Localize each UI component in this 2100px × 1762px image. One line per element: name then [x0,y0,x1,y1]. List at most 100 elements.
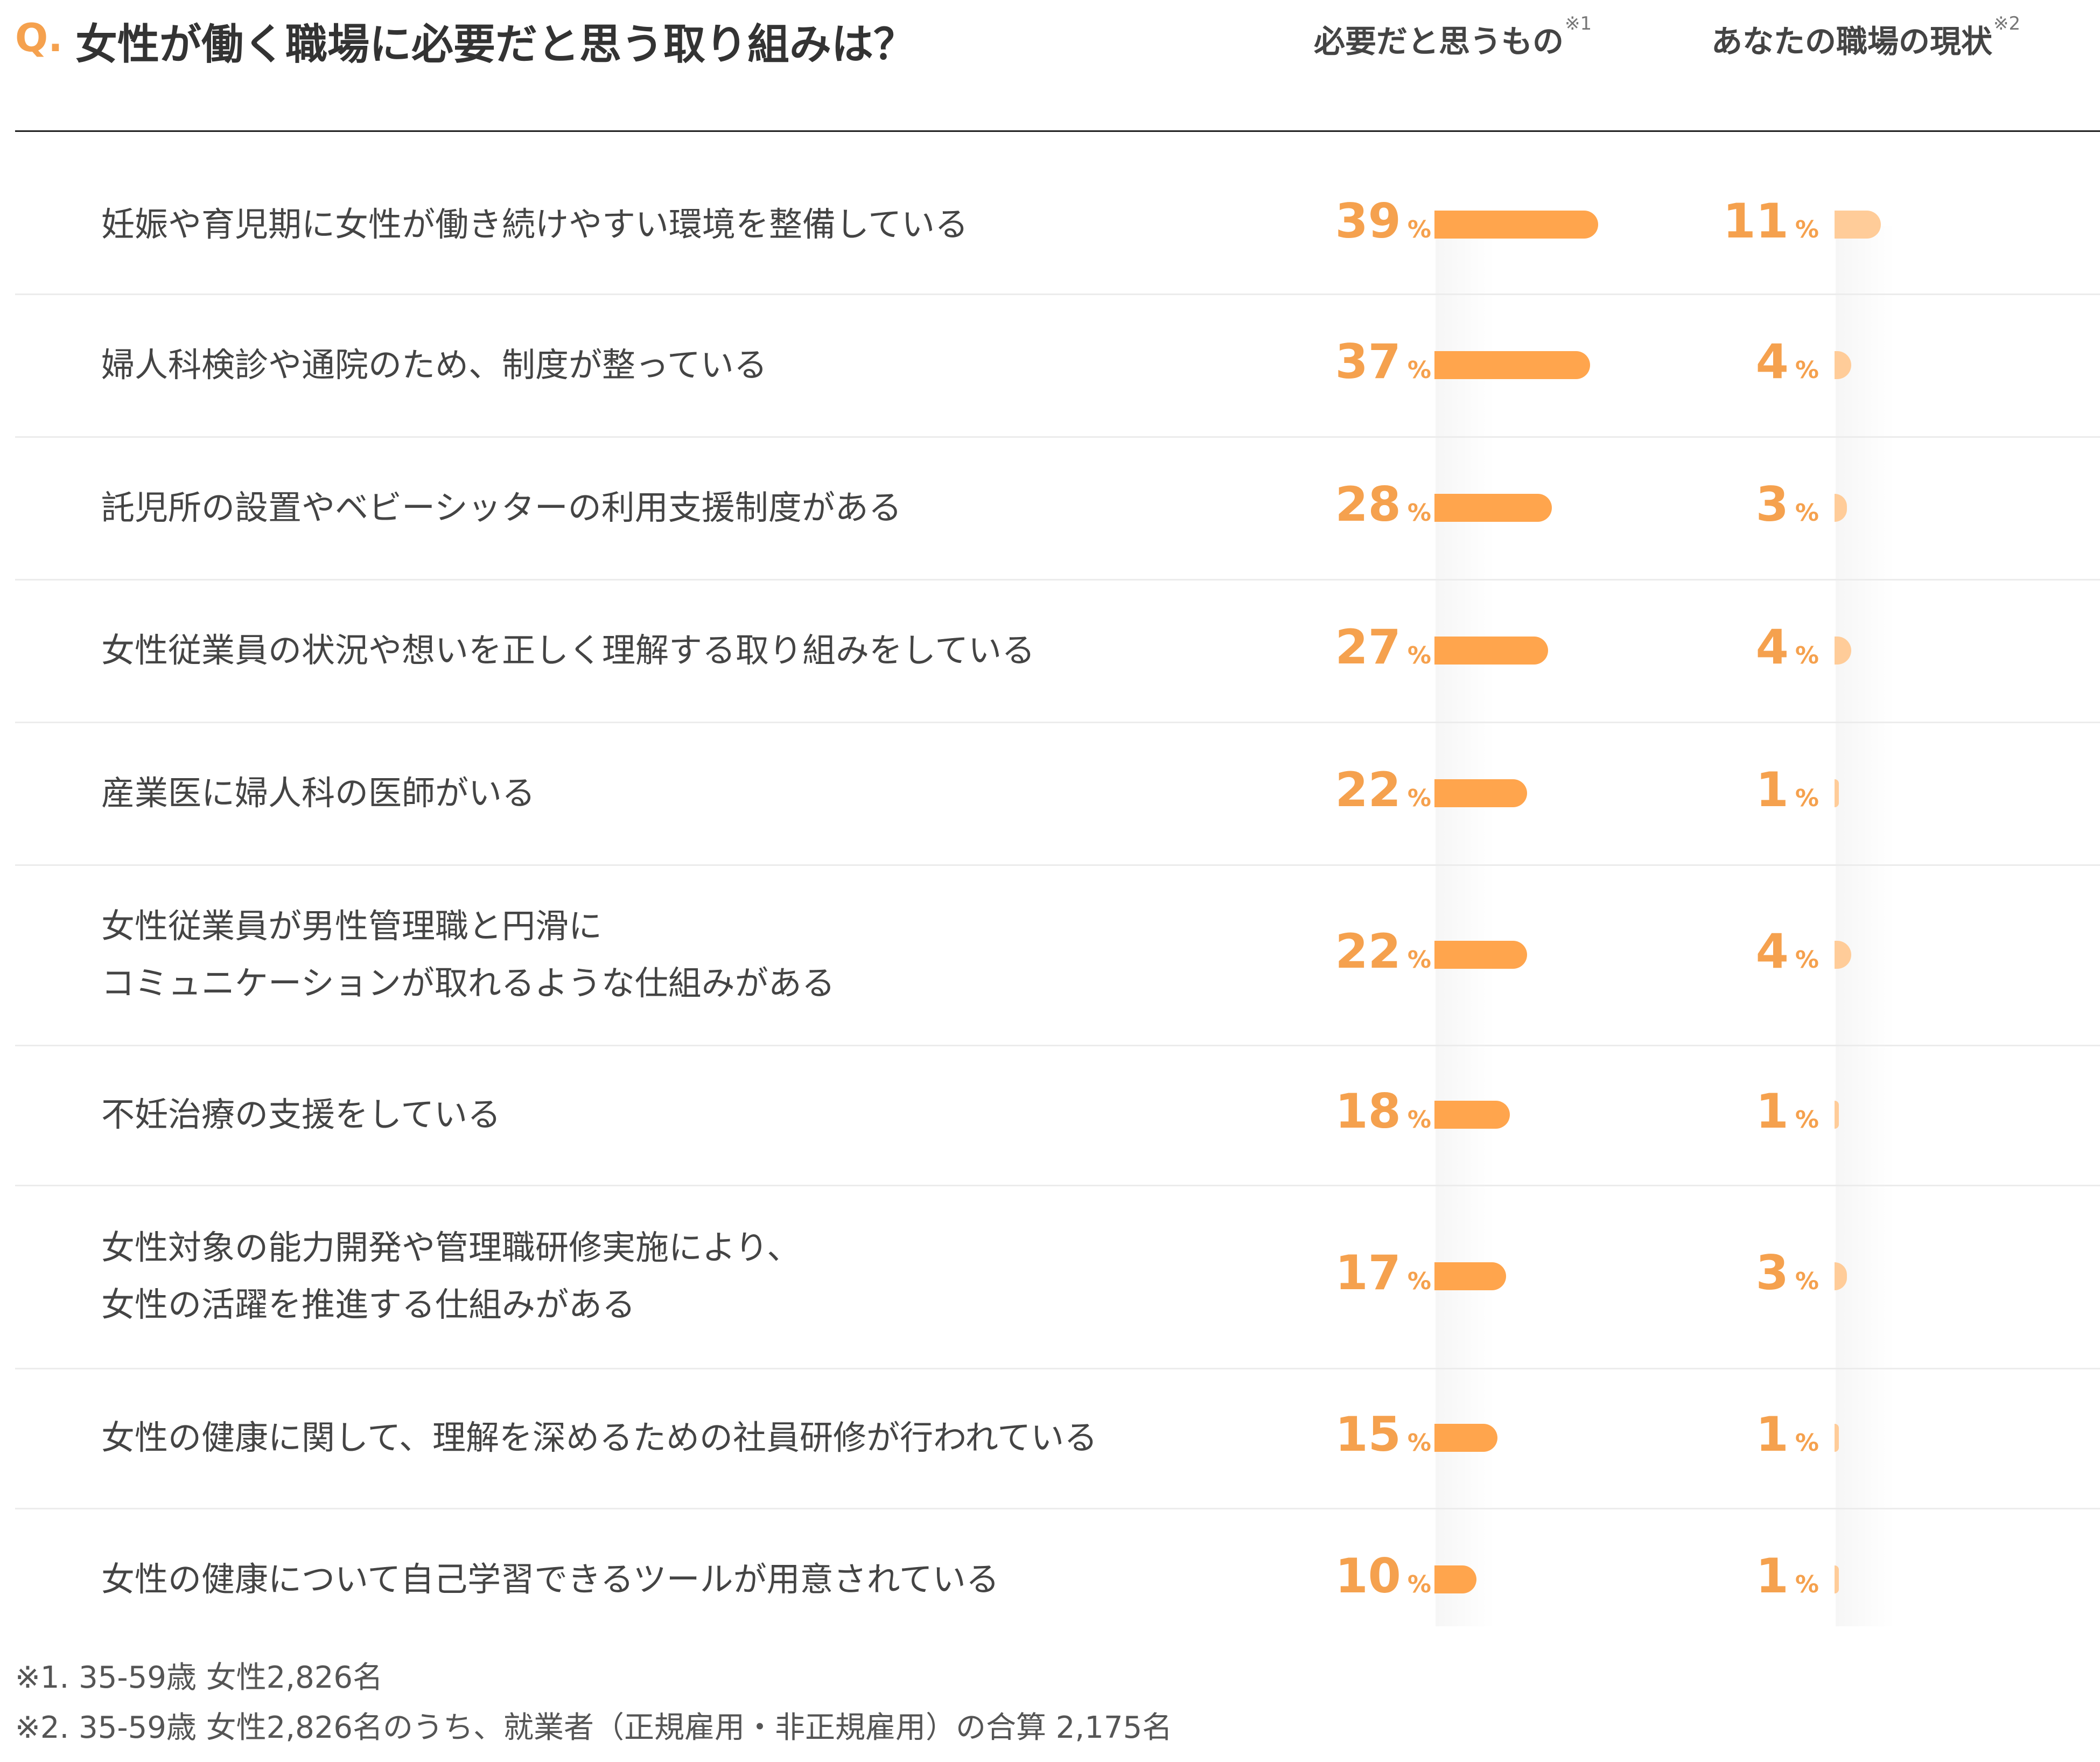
category-label: 妊娠や育児期に女性が働き続けやすい環境を整備している [101,196,968,253]
value-number: 1 [1755,1548,1789,1604]
value-number: 1 [1755,1407,1789,1462]
percent-sign: % [1407,1570,1431,1598]
percent-sign: % [1795,641,1819,669]
header-divider [15,130,2100,132]
chart-row: 女性の健康に関して、理解を深めるための社員研修が行われている 15% 1% [15,1368,2100,1509]
percent-sign: % [1795,1429,1819,1457]
column-header-need: 必要だと思うもの※1 [1314,13,1592,61]
category-label: 女性従業員が男性管理職と円滑にコミュニケーションが取れるような仕組みがある [101,898,835,1012]
value-number: 11 [1723,193,1789,249]
current-value-label: 3% [1641,477,1819,532]
percent-sign: % [1795,499,1819,527]
value-number: 27 [1335,619,1401,675]
chart-header: Q. 女性が働く職場に必要だと思う取り組みは？ 必要だと思うもの※1 あなたの職… [0,0,2100,132]
category-label-line: コミュニケーションが取れるような仕組みがある [101,963,835,1003]
category-label-line: 不妊治療の支援をしている [101,1095,501,1134]
footnote-1: ※1. 35-59歳 女性2,826名 [15,1660,383,1695]
value-number: 4 [1755,333,1789,389]
category-label-line: 女性の健康に関して、理解を深めるための社員研修が行われている [101,1418,1098,1457]
value-number: 3 [1755,476,1789,532]
chart-row: 産業医に婦人科の医師がいる 22% 1% [15,722,2100,866]
value-number: 4 [1755,619,1789,675]
category-label: 女性従業員の状況や想いを正しく理解する取り組みをしている [101,622,1035,679]
need-bar [1434,1424,1497,1452]
category-label-line: 妊娠や育児期に女性が働き続けやすい環境を整備している [101,204,969,244]
current-column-shade [1836,226,1895,1626]
need-bar [1434,636,1548,665]
chart-row: 女性対象の能力開発や管理職研修実施により、 女性の活躍を推進する仕組みがある 17%… [15,1185,2100,1369]
category-label: 女性の健康について自己学習できるツールが用意されている [101,1551,999,1608]
need-value-label: 15% [1254,1407,1431,1462]
percent-sign: % [1795,784,1819,812]
value-number: 10 [1335,1548,1401,1604]
percent-sign: % [1407,1429,1431,1457]
current-value-label: 1% [1641,1407,1819,1462]
category-label-line: 女性従業員が男性管理職と円滑に [101,906,603,946]
current-value-label: 11% [1641,193,1819,249]
percent-sign: % [1795,1268,1819,1295]
footnote-2: ※2. 35-59歳 女性2,826名のうち、就業者（正規雇用・非正規雇用）の合… [15,1710,1173,1745]
column-header-current-note: ※2 [1993,13,2021,34]
percent-sign: % [1795,1106,1819,1134]
percent-sign: % [1795,946,1819,974]
need-bar [1434,940,1527,969]
value-number: 17 [1335,1245,1401,1300]
column-header-need-label: 必要だと思うもの [1314,23,1564,60]
need-value-label: 39% [1254,193,1431,249]
need-bar [1434,1565,1476,1593]
value-number: 22 [1335,923,1401,979]
need-bar [1434,779,1527,807]
category-label-line: 女性の活躍を推進する仕組みがある [101,1285,636,1324]
value-number: 37 [1335,333,1401,389]
value-number: 22 [1335,761,1401,817]
chart-row: 妊娠や育児期に女性が働き続けやすい環境を整備している 39% 11% [15,134,2100,295]
chart-row: 婦人科検診や通院のため、制度が整っている 37% 4% [15,293,2100,438]
current-bar [1835,351,1852,379]
current-value-label: 4% [1641,334,1819,389]
value-number: 1 [1755,761,1789,817]
current-value-label: 1% [1641,762,1819,817]
current-bar [1835,636,1852,665]
percent-sign: % [1407,356,1431,384]
column-header-current-label: あなたの職場の現状 [1711,23,1993,60]
value-number: 18 [1335,1083,1401,1139]
percent-sign: % [1407,1106,1431,1134]
chart-row: 女性の健康について自己学習できるツールが用意されている 10% 1% [15,1508,2100,1651]
category-label: 女性対象の能力開発や管理職研修実施により、 女性の活躍を推進する仕組みがある [101,1219,800,1333]
current-bar [1835,940,1852,969]
category-label: 不妊治療の支援をしている [101,1086,501,1143]
value-number: 1 [1755,1083,1789,1139]
category-label-line: 婦人科検診や通院のため、制度が整っている [101,345,767,384]
percent-sign: % [1407,946,1431,974]
need-value-label: 27% [1254,619,1431,675]
percent-sign: % [1795,1570,1819,1598]
current-bar [1835,210,1881,239]
percent-sign: % [1407,1268,1431,1295]
category-label-line: 託児所の設置やベビーシッターの利用支援制度がある [101,487,902,527]
current-bar [1835,493,1847,522]
need-value-label: 28% [1254,477,1431,532]
category-label: 女性の健康に関して、理解を深めるための社員研修が行われている [101,1409,1097,1466]
value-number: 3 [1755,1245,1789,1300]
chart-row: 女性従業員の状況や想いを正しく理解する取り組みをしている 27% 4% [15,579,2100,723]
percent-sign: % [1407,499,1431,527]
need-column-shade [1436,226,1495,1626]
current-bar [1835,779,1839,807]
need-bar [1434,1262,1506,1290]
chart-row: 不妊治療の支援をしている 18% 1% [15,1045,2100,1186]
percent-sign: % [1407,215,1431,243]
category-label-line: 女性対象の能力開発や管理職研修実施により、 [101,1228,801,1267]
current-value-label: 4% [1641,619,1819,675]
chart-row: 託児所の設置やベビーシッターの利用支援制度がある 28% 3% [15,436,2100,581]
need-bar [1434,351,1590,379]
need-value-label: 10% [1254,1548,1431,1604]
need-bar [1434,493,1552,522]
need-value-label: 37% [1254,334,1431,389]
current-value-label: 1% [1641,1083,1819,1139]
category-label: 産業医に婦人科の医師がいる [101,765,535,822]
need-bar [1434,1101,1510,1129]
value-number: 15 [1335,1407,1401,1462]
current-value-label: 3% [1641,1245,1819,1300]
category-label-line: 女性従業員の状況や想いを正しく理解する取り組みをしている [101,630,1035,670]
current-bar [1835,1101,1839,1129]
